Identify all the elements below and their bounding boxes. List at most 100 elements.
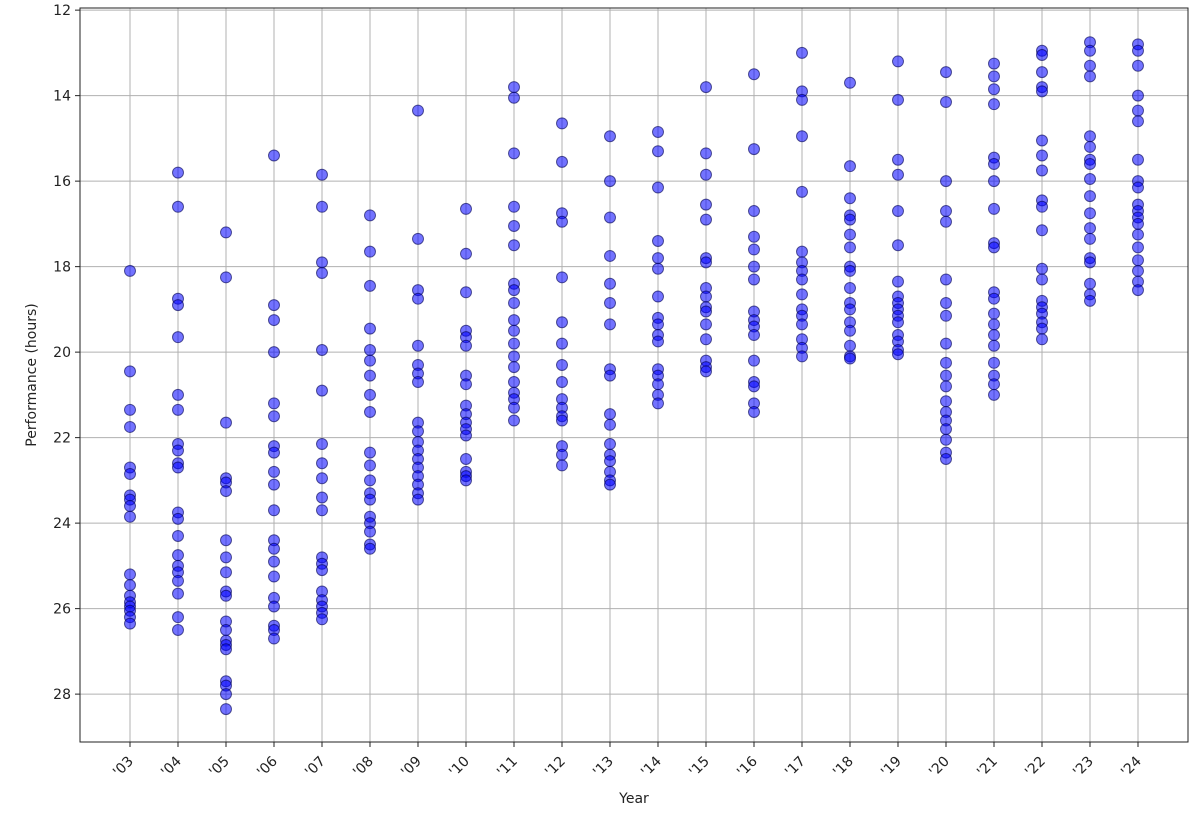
y-tick-label: 14	[53, 89, 71, 105]
point	[892, 275, 904, 288]
point	[268, 465, 280, 478]
point	[460, 339, 472, 352]
point	[652, 181, 664, 194]
point	[748, 205, 760, 218]
point	[604, 249, 616, 262]
point	[364, 369, 376, 382]
point	[220, 416, 232, 429]
point	[364, 388, 376, 401]
point	[508, 361, 520, 374]
point	[1132, 241, 1144, 254]
point	[988, 292, 1000, 305]
point	[604, 318, 616, 331]
point	[700, 168, 712, 181]
point	[1132, 104, 1144, 117]
point	[700, 147, 712, 160]
point	[268, 397, 280, 410]
point	[988, 83, 1000, 96]
point	[172, 166, 184, 179]
point	[316, 256, 328, 269]
point	[604, 211, 616, 224]
point	[604, 418, 616, 431]
point	[124, 510, 136, 523]
point	[796, 273, 808, 286]
point	[1132, 44, 1144, 57]
point	[652, 335, 664, 348]
point	[892, 348, 904, 361]
point	[940, 423, 952, 436]
y-tick-label: 18	[53, 260, 71, 276]
point	[988, 175, 1000, 188]
point	[748, 243, 760, 256]
point	[268, 542, 280, 555]
point	[844, 352, 856, 365]
point	[412, 425, 424, 438]
point	[892, 239, 904, 252]
x-tick-label: '16	[734, 753, 761, 780]
point	[700, 305, 712, 318]
point	[1132, 59, 1144, 72]
point	[460, 378, 472, 391]
point	[700, 365, 712, 378]
point	[412, 292, 424, 305]
point	[1036, 49, 1048, 62]
y-tick-label: 26	[53, 602, 71, 618]
point	[268, 410, 280, 423]
point	[364, 542, 376, 555]
point	[412, 493, 424, 506]
point	[1036, 273, 1048, 286]
point	[316, 168, 328, 181]
point	[508, 376, 520, 389]
point	[556, 376, 568, 389]
x-tick-label: '05	[206, 754, 233, 781]
point	[604, 296, 616, 309]
point	[460, 474, 472, 487]
point	[316, 491, 328, 504]
point	[796, 318, 808, 331]
point	[652, 397, 664, 410]
point	[700, 333, 712, 346]
x-tick-label: '18	[830, 754, 857, 781]
point	[220, 703, 232, 716]
point	[124, 365, 136, 378]
plot-frame	[79, 7, 1189, 743]
point	[796, 350, 808, 363]
x-tick-label: '04	[158, 753, 185, 780]
point	[556, 358, 568, 371]
point	[1132, 217, 1144, 230]
point	[268, 504, 280, 517]
point	[508, 350, 520, 363]
point	[748, 68, 760, 81]
point	[364, 459, 376, 472]
point	[220, 271, 232, 284]
point	[940, 453, 952, 466]
point	[1084, 222, 1096, 235]
point	[508, 414, 520, 427]
point	[508, 324, 520, 337]
point	[1132, 89, 1144, 102]
point	[364, 245, 376, 258]
point	[364, 343, 376, 356]
point	[316, 200, 328, 213]
point	[652, 252, 664, 265]
y-tick-label: 24	[53, 516, 71, 532]
point	[748, 260, 760, 273]
point	[172, 444, 184, 457]
point	[1084, 207, 1096, 220]
point	[316, 457, 328, 470]
point	[220, 643, 232, 656]
point	[316, 504, 328, 517]
point	[652, 290, 664, 303]
point	[796, 245, 808, 258]
point	[1132, 153, 1144, 166]
point	[508, 200, 520, 213]
point	[604, 130, 616, 143]
point	[268, 299, 280, 312]
point	[748, 354, 760, 367]
point	[220, 688, 232, 701]
point	[364, 322, 376, 335]
point	[844, 282, 856, 295]
point	[220, 226, 232, 239]
point	[172, 331, 184, 344]
point	[988, 307, 1000, 320]
